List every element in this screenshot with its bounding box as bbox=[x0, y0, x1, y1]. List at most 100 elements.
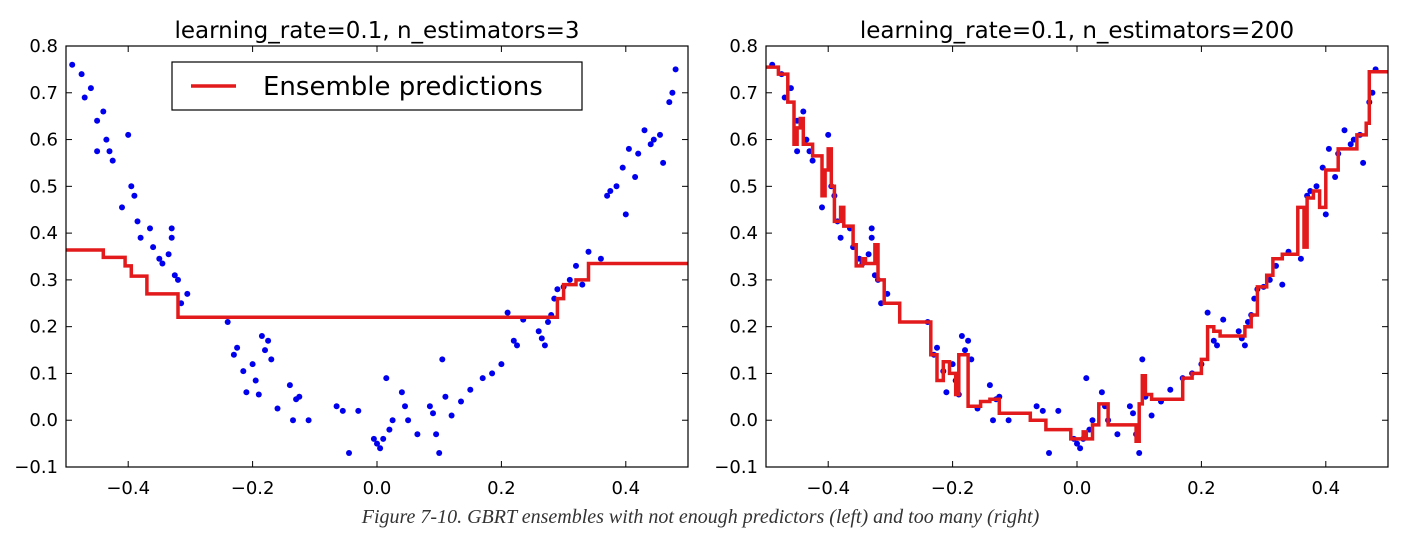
data-point bbox=[865, 251, 872, 258]
data-point bbox=[825, 131, 832, 138]
data-point bbox=[159, 260, 166, 267]
data-point bbox=[109, 157, 116, 164]
x-tick-label: −0.4 bbox=[806, 478, 850, 499]
data-point bbox=[374, 440, 380, 447]
data-point bbox=[1347, 141, 1354, 148]
data-point bbox=[613, 183, 620, 190]
data-point bbox=[1167, 386, 1174, 393]
data-point bbox=[402, 403, 408, 410]
data-point bbox=[958, 333, 965, 339]
data-point bbox=[243, 389, 250, 396]
data-point bbox=[131, 192, 138, 199]
data-point bbox=[1220, 316, 1227, 323]
data-point bbox=[1074, 440, 1080, 447]
y-tick-label: 0.1 bbox=[29, 363, 58, 384]
data-point bbox=[230, 351, 237, 358]
y-tick-label: 0.7 bbox=[29, 83, 58, 104]
data-point bbox=[965, 337, 972, 344]
legend: Ensemble predictions bbox=[171, 61, 583, 111]
data-point bbox=[290, 417, 296, 424]
data-point bbox=[458, 398, 464, 405]
data-point bbox=[498, 361, 505, 368]
data-point bbox=[868, 234, 875, 241]
data-point bbox=[224, 319, 231, 325]
data-point bbox=[296, 393, 303, 400]
data-point bbox=[1235, 328, 1242, 335]
x-tick-label: −0.4 bbox=[106, 478, 150, 499]
data-point bbox=[94, 117, 101, 124]
data-point bbox=[1055, 407, 1062, 414]
data-point bbox=[268, 356, 275, 363]
ensemble-prediction-line bbox=[66, 248, 688, 320]
data-point bbox=[1204, 309, 1211, 316]
data-point bbox=[541, 342, 548, 349]
data-point bbox=[168, 225, 175, 232]
data-point bbox=[398, 389, 405, 396]
data-point bbox=[1083, 375, 1090, 382]
data-point bbox=[386, 426, 393, 433]
data-point bbox=[405, 417, 412, 424]
data-point bbox=[607, 188, 614, 194]
x-tick-label: 0.4 bbox=[1311, 478, 1340, 499]
x-tick-label: −0.2 bbox=[931, 478, 975, 499]
data-point bbox=[579, 281, 586, 288]
data-point bbox=[510, 337, 517, 344]
data-point bbox=[943, 389, 950, 396]
data-point bbox=[868, 225, 875, 232]
data-point bbox=[81, 94, 88, 101]
x-tick-label: 0.2 bbox=[487, 478, 516, 499]
x-tick-label: 0.0 bbox=[1063, 478, 1092, 499]
y-tick-label: 0.3 bbox=[729, 270, 758, 291]
data-point bbox=[426, 403, 433, 410]
data-point bbox=[934, 344, 940, 351]
data-point bbox=[625, 145, 632, 152]
data-point bbox=[647, 141, 654, 148]
data-point bbox=[990, 417, 996, 424]
left-chart-panel: learning_rate=0.1, n_estimators=3 −0.4 −0.… bbox=[14, 18, 689, 499]
data-point bbox=[514, 342, 520, 349]
data-point bbox=[535, 328, 542, 335]
data-point bbox=[389, 417, 396, 424]
data-point bbox=[377, 445, 384, 452]
y-tick-label: 0.7 bbox=[729, 83, 758, 104]
data-point bbox=[339, 407, 346, 414]
y-tick-label: 0.5 bbox=[729, 176, 758, 197]
data-point bbox=[414, 431, 421, 438]
data-point bbox=[249, 361, 256, 368]
data-point bbox=[554, 286, 561, 293]
data-point bbox=[809, 157, 816, 164]
data-point bbox=[666, 99, 673, 106]
data-point bbox=[168, 234, 175, 241]
data-point bbox=[171, 272, 178, 279]
y-tick-label: 0.6 bbox=[29, 130, 58, 151]
data-point bbox=[837, 234, 844, 241]
data-point bbox=[1214, 342, 1220, 349]
data-point bbox=[1341, 127, 1348, 134]
data-point bbox=[346, 450, 352, 456]
data-point bbox=[467, 386, 474, 393]
y-tick-label: 0.2 bbox=[29, 317, 58, 338]
data-point bbox=[370, 435, 377, 442]
data-point bbox=[1332, 174, 1339, 180]
figure-caption: Figure 7-10. GBRT ensembles with not eno… bbox=[361, 506, 1040, 528]
y-tick-label: 0.0 bbox=[729, 410, 758, 431]
data-point bbox=[87, 85, 94, 92]
y-tick-label: 0.3 bbox=[29, 270, 58, 291]
data-point bbox=[650, 136, 657, 143]
x-tick-label: −0.2 bbox=[231, 478, 275, 499]
data-point bbox=[175, 276, 181, 283]
data-point bbox=[1114, 431, 1121, 438]
data-point bbox=[986, 382, 993, 389]
data-point bbox=[1210, 337, 1217, 344]
data-point bbox=[240, 368, 247, 375]
data-point bbox=[604, 192, 611, 199]
data-point bbox=[119, 204, 125, 211]
data-point bbox=[819, 204, 825, 211]
data-point bbox=[184, 290, 191, 297]
data-point bbox=[156, 255, 163, 262]
data-point bbox=[305, 417, 312, 424]
data-point bbox=[794, 148, 801, 155]
data-point bbox=[1039, 407, 1046, 414]
data-point bbox=[585, 248, 592, 255]
data-point bbox=[597, 255, 604, 262]
